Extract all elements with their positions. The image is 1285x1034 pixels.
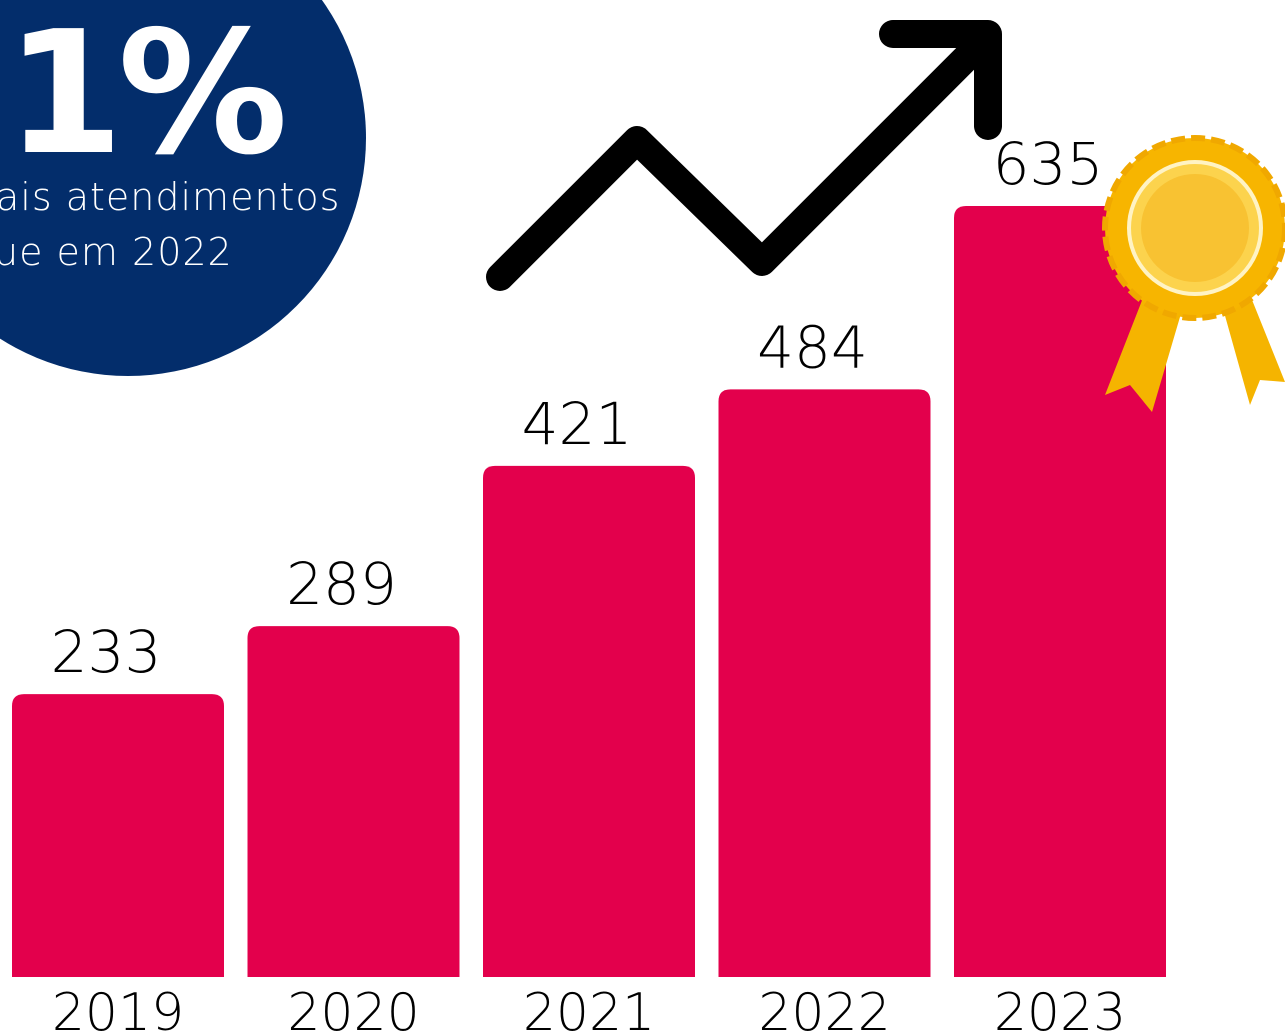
value-label: 635 [993,130,1104,198]
annotation-line: ue em 2022 [0,230,233,274]
bar [718,389,931,977]
bar [247,626,460,977]
x-tick-label: 2023 [994,983,1126,1034]
annotation-line: ais atendimentos [0,175,340,219]
badge-circle [0,0,366,376]
medal [1102,135,1285,412]
value-label: 289 [286,550,397,618]
value-label: 484 [757,313,868,381]
value-label: 233 [51,618,162,686]
bar [954,206,1166,977]
x-tick-label: 2022 [758,983,890,1034]
value-label: 421 [522,390,633,458]
headline: 31% [0,0,283,193]
x-tick-label: 2019 [52,983,184,1034]
bar [483,465,695,977]
x-tick-label: 2020 [287,983,419,1034]
bar [12,694,224,977]
x-tick-label: 2021 [523,983,655,1034]
trend-arrow [486,20,1002,291]
